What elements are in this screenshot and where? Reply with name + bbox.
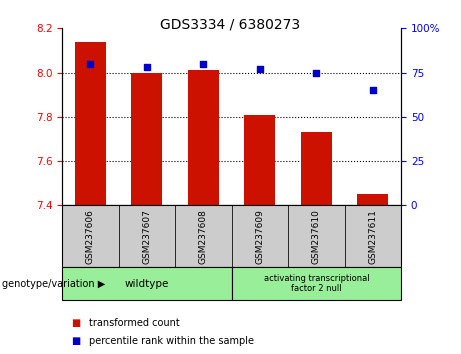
Text: GSM237608: GSM237608 xyxy=(199,209,208,264)
Text: GSM237609: GSM237609 xyxy=(255,209,265,264)
Point xyxy=(256,66,264,72)
Text: wildtype: wildtype xyxy=(125,279,169,289)
Text: GSM237606: GSM237606 xyxy=(86,209,95,264)
Text: activating transcriptional
factor 2 null: activating transcriptional factor 2 null xyxy=(264,274,369,293)
Text: ■: ■ xyxy=(71,318,81,328)
Bar xyxy=(188,70,219,205)
Bar xyxy=(357,194,388,205)
Point xyxy=(313,70,320,75)
Point xyxy=(369,87,377,93)
Bar xyxy=(75,41,106,205)
Point xyxy=(143,64,151,70)
Text: transformed count: transformed count xyxy=(89,318,180,328)
Text: percentile rank within the sample: percentile rank within the sample xyxy=(89,336,254,346)
Text: ■: ■ xyxy=(71,336,81,346)
Text: GSM237607: GSM237607 xyxy=(142,209,152,264)
Text: GSM237610: GSM237610 xyxy=(312,209,321,264)
Point xyxy=(200,61,207,67)
Text: genotype/variation ▶: genotype/variation ▶ xyxy=(2,279,106,289)
Bar xyxy=(131,73,162,205)
Text: GDS3334 / 6380273: GDS3334 / 6380273 xyxy=(160,18,301,32)
Text: GSM237611: GSM237611 xyxy=(368,209,378,264)
Bar xyxy=(301,132,332,205)
Point xyxy=(87,61,94,67)
Bar xyxy=(244,115,275,205)
